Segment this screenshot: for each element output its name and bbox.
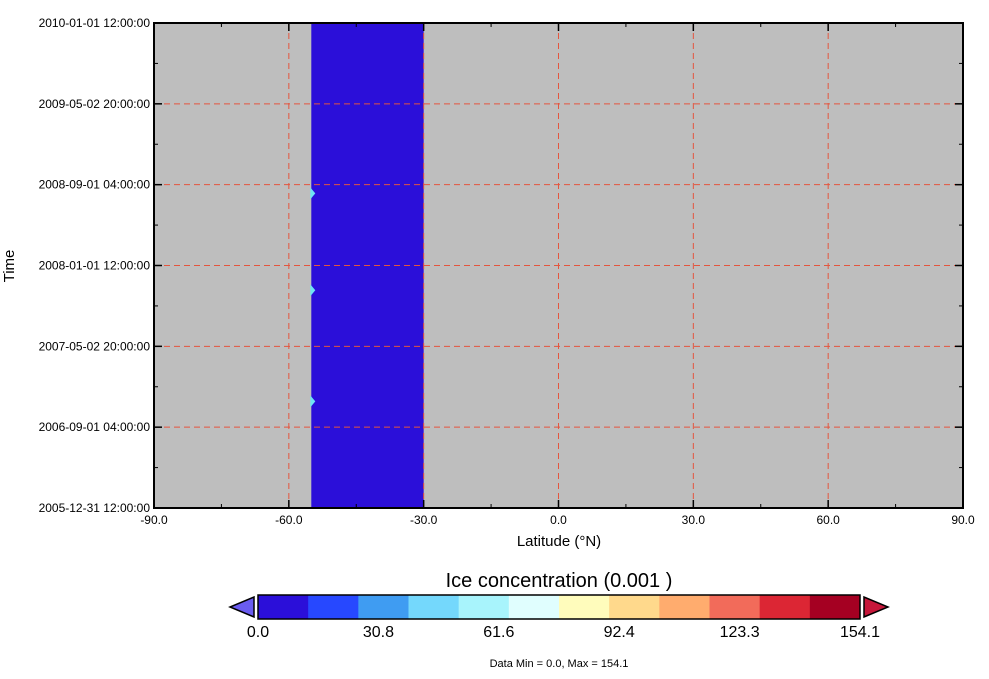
colorbar-swatch bbox=[659, 595, 710, 619]
x-tick-label: 90.0 bbox=[951, 513, 975, 527]
colorbar-under-arrow bbox=[228, 595, 255, 619]
colorbar-title: Ice concentration (0.001 ) bbox=[446, 570, 673, 592]
y-tick-label: 2008-09-01 04:00:00 bbox=[39, 178, 151, 192]
colorbar-swatch bbox=[408, 595, 460, 619]
y-tick-label: 2006-09-01 04:00:00 bbox=[39, 420, 151, 434]
data-min-max-label: Data Min = 0.0, Max = 154.1 bbox=[490, 658, 629, 670]
colorbar-swatch bbox=[308, 595, 359, 619]
colorbar-label: 30.8 bbox=[363, 624, 394, 641]
edge-streak-3 bbox=[310, 395, 316, 408]
colorbar: 0.0 30.8 61.6 92.4 123.3 154.1 bbox=[228, 594, 890, 641]
colorbar-label: 92.4 bbox=[604, 624, 635, 641]
y-tick-label: 2009-05-02 20:00:00 bbox=[39, 97, 151, 111]
y-axis-title: Time bbox=[1, 250, 18, 283]
y-axis: 2005-12-31 12:00:00 2006-09-01 04:00:00 20… bbox=[39, 16, 963, 515]
colorbar-swatch bbox=[258, 595, 309, 619]
colorbar-label: 61.6 bbox=[483, 624, 514, 641]
colorbar-swatch bbox=[709, 595, 761, 619]
y-tick-label: 2010-01-01 12:00:00 bbox=[39, 16, 151, 30]
x-tick-label: -60.0 bbox=[275, 513, 303, 527]
x-axis: -90.0 -60.0 -30.0 0.0 30.0 60.0 90.0 bbox=[140, 23, 975, 527]
y-tick-label: 2007-05-02 20:00:00 bbox=[39, 339, 151, 353]
colorbar-label: 123.3 bbox=[720, 624, 760, 641]
colorbar-swatch bbox=[358, 595, 409, 619]
x-tick-label: 0.0 bbox=[550, 513, 567, 527]
x-tick-label: -30.0 bbox=[410, 513, 438, 527]
colorbar-frame bbox=[257, 594, 861, 620]
edge-streak-1 bbox=[310, 187, 316, 200]
colorbar-label: 0.0 bbox=[247, 624, 269, 641]
colorbar-swatch bbox=[809, 595, 861, 619]
colorbar-swatch bbox=[609, 595, 660, 619]
colorbar-swatch bbox=[759, 595, 811, 619]
x-axis-title: Latitude (°N) bbox=[517, 533, 601, 550]
edge-streak-2 bbox=[310, 284, 316, 297]
y-tick-label: 2008-01-01 12:00:00 bbox=[39, 259, 151, 273]
x-tick-label: 30.0 bbox=[682, 513, 706, 527]
x-tick-label: -90.0 bbox=[140, 513, 168, 527]
x-tick-label: 60.0 bbox=[816, 513, 840, 527]
colorbar-over-arrow bbox=[863, 595, 890, 619]
colorbar-swatch bbox=[559, 595, 610, 619]
colorbar-swatch bbox=[458, 595, 510, 619]
colorbar-swatch bbox=[508, 595, 560, 619]
colorbar-label: 154.1 bbox=[840, 624, 880, 641]
y-tick-label: 2005-12-31 12:00:00 bbox=[39, 501, 151, 515]
